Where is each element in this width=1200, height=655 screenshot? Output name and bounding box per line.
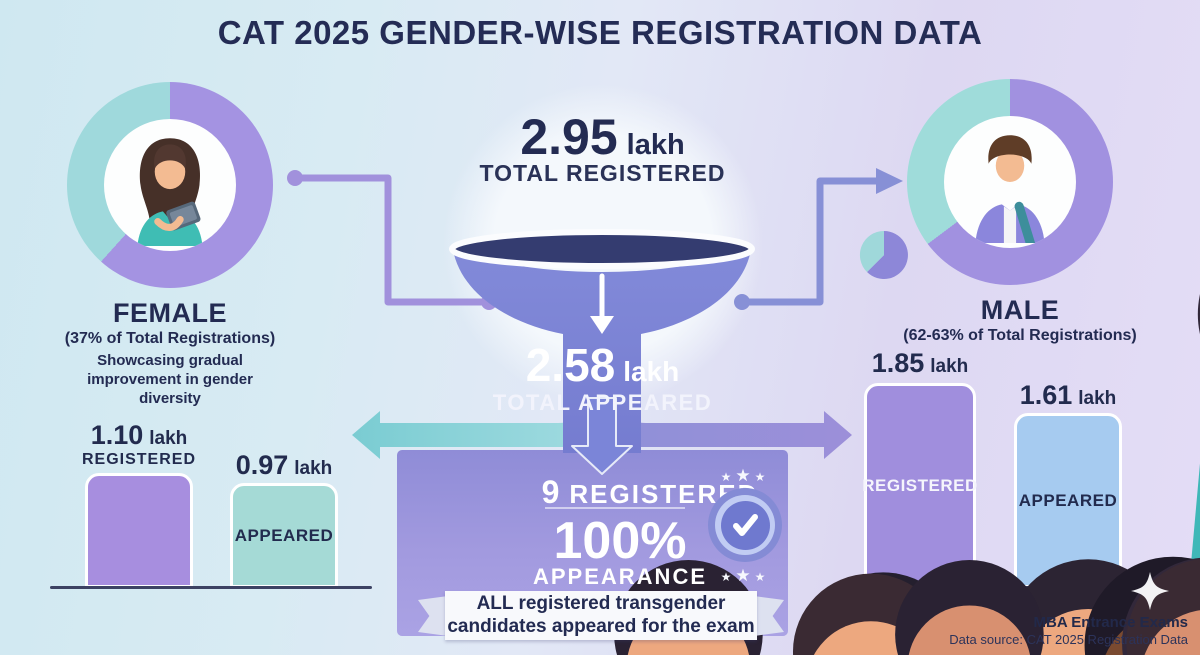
male-registered-value: 1.85 lakh [830, 348, 1010, 379]
male-appeared-value: 1.61 lakh [978, 380, 1158, 411]
stars-bottom-icon: ★★★ [720, 566, 770, 585]
total-registered-label: TOTAL REGISTERED [479, 160, 726, 186]
female-appeared-bar-label: APPEARED [234, 525, 334, 545]
total-registered-number: 2.95 [520, 109, 618, 165]
ribbon-line1: ALL registered transgender [476, 593, 726, 615]
checkmark-icon [733, 514, 758, 536]
male-appeared-unit: lakh [1078, 388, 1117, 409]
female-donut-chart [67, 82, 273, 288]
sparkle-icon [1131, 572, 1169, 610]
female-appeared-number: 0.97 [235, 450, 289, 480]
female-appeared-value: 0.97 lakh [194, 450, 374, 481]
male-registered-bar-label: REGISTERED [862, 475, 978, 495]
female-registered-bar [85, 473, 193, 588]
total-registered-unit: lakh [626, 129, 685, 161]
male-registered-bar: REGISTERED [862, 383, 978, 588]
male-section: MALE (62-63% of Total Registrations) [880, 295, 1160, 345]
male-share: (62-63% of Total Registrations) [903, 327, 1137, 344]
transgender-ribbon: ALL registered transgender candidates ap… [445, 591, 757, 640]
male-appeared-bar-label: APPEARED [1018, 490, 1118, 510]
male-avatar [944, 116, 1076, 248]
footer-source: Data source: CAT 2025 Registration Data [949, 632, 1188, 647]
transgender-percent: 100% [553, 512, 687, 570]
transgender-appearance-label: APPEARANCE [532, 564, 708, 589]
female-appeared-unit: lakh [294, 458, 333, 479]
male-avatar-illustration [975, 135, 1045, 243]
female-chart-baseline [50, 586, 372, 589]
female-section: FEMALE (37% of Total Registrations) Show… [35, 298, 305, 408]
female-avatar-illustration [137, 138, 203, 246]
female-registered-number: 1.10 [90, 420, 144, 450]
footer-credits: MBA Entrance Exams Data source: CAT 2025… [788, 614, 1188, 647]
female-registered-unit: lakh [149, 428, 188, 449]
female-label: FEMALE [113, 298, 227, 328]
female-avatar [104, 119, 236, 251]
male-registered-unit: lakh [930, 356, 969, 377]
registered-students-illustration [1181, 216, 1200, 655]
total-appeared-unit: lakh [623, 356, 680, 387]
male-chart-baseline [833, 586, 1157, 589]
page-title: CAT 2025 GENDER-WISE REGISTRATION DATA [217, 14, 983, 51]
transgender-count: 9 [541, 474, 560, 510]
mini-pie-chart [859, 230, 908, 279]
male-label: MALE [980, 295, 1060, 325]
total-registered-value: 2.95 lakh [430, 108, 775, 166]
verified-badge-icon [708, 488, 782, 562]
total-appeared-number: 2.58 [525, 339, 616, 391]
total-appeared-value: 2.58 lakh [430, 338, 775, 392]
male-registered-number: 1.85 [871, 348, 925, 378]
stars-top-icon: ★★★ [720, 466, 770, 485]
female-share: (37% of Total Registrations) [64, 330, 276, 347]
female-registered-label: REGISTERED [81, 451, 196, 468]
male-donut-chart [907, 79, 1113, 285]
ribbon-line2: candidates appeared for the exam [447, 615, 755, 637]
total-appeared-label: TOTAL APPEARED [492, 390, 713, 415]
male-appeared-number: 1.61 [1019, 380, 1073, 410]
footer-brand: MBA Entrance Exams [1033, 614, 1189, 631]
female-note: Showcasing gradual improvement in gender… [87, 352, 253, 407]
female-appeared-bar: APPEARED [230, 483, 338, 588]
panel-divider [545, 507, 685, 509]
male-appeared-bar: APPEARED [1014, 413, 1122, 588]
female-registered-value: 1.10 lakh REGISTERED [49, 420, 229, 469]
